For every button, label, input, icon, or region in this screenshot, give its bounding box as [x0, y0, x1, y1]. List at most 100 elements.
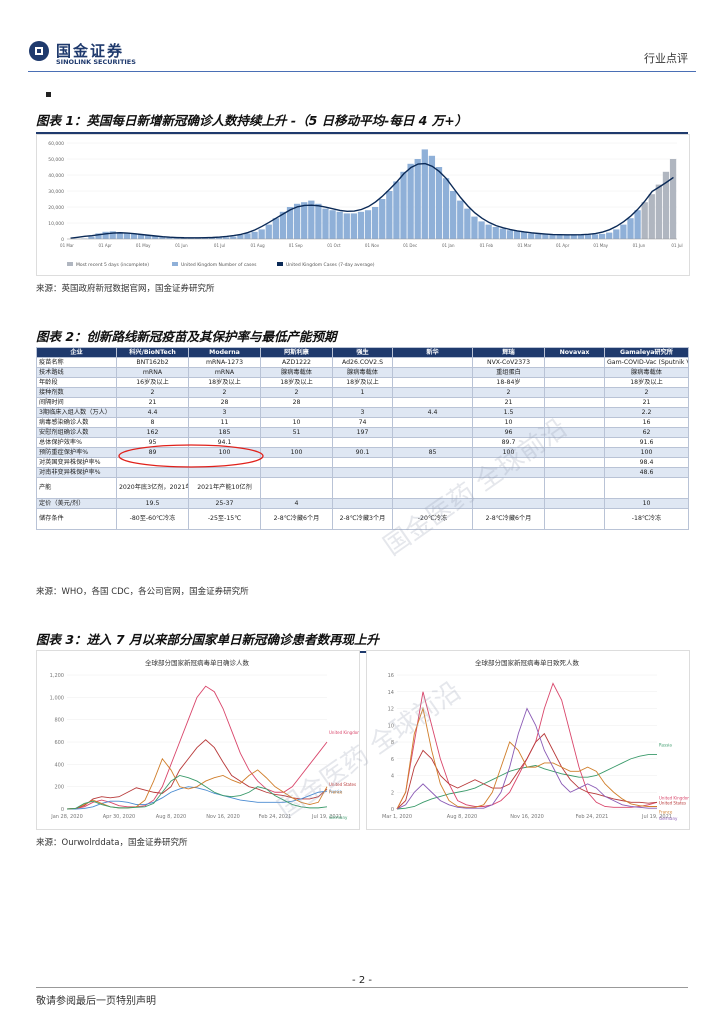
- table-cell: 2: [472, 387, 545, 398]
- figure-3-title: 图表 3：进入 7 月以来部分国家单日新冠确诊患者数再现上升: [36, 629, 688, 653]
- case-bar: [662, 171, 670, 239]
- table-cell: [544, 467, 605, 478]
- table-cell: [392, 457, 473, 468]
- y-tick-label: 1,000: [50, 695, 64, 701]
- daily-cases-line-chart: 全球部分国家新冠病毒单日确诊人数1,2001,0008006004002000J…: [50, 658, 362, 820]
- table-cell: [544, 397, 605, 408]
- case-bar: [627, 218, 634, 239]
- column-header: 辉瑞: [472, 347, 545, 358]
- row-label: 疫苗名称: [36, 357, 117, 368]
- header-divider: [28, 71, 696, 72]
- case-bar: [301, 202, 308, 239]
- table-cell: 1: [332, 387, 393, 398]
- y-tick-label: 50,000: [48, 157, 64, 163]
- x-tick-label: Mar 1, 2020: [382, 814, 412, 820]
- table-row: 接种剂数 2 2 2 1 2 2: [36, 387, 689, 398]
- x-tick-label: 01 Jul: [214, 243, 225, 248]
- table-row: 年龄段 16岁及以上 18岁及以上 18岁及以上 18岁及以上 18-84岁 18岁及以上: [36, 377, 689, 388]
- row-label: 储存条件: [36, 508, 117, 530]
- case-bar: [655, 184, 663, 239]
- y-tick-label: 600: [54, 740, 64, 746]
- column-header: Novavax: [544, 347, 605, 358]
- figure-3-right-chart: 全球部分国家新冠病毒单日致死人数 16 14 12 10 8 6 4 2 0 Mar 1, 2020…: [366, 650, 691, 830]
- table-cell: [260, 477, 333, 499]
- case-bar: [528, 233, 535, 239]
- case-bar: [542, 234, 549, 239]
- case-bar: [457, 200, 464, 239]
- table-cell: 2: [604, 387, 689, 398]
- series-label: Russia: [659, 743, 672, 748]
- series-line: [396, 754, 657, 810]
- column-header: 强生: [332, 347, 393, 358]
- case-bar: [215, 237, 223, 239]
- case-bar: [95, 233, 102, 239]
- table-row: 定价（美元/剂） 19.5 25-37 4 10: [36, 498, 689, 509]
- series-label: Germany: [659, 816, 678, 821]
- table-cell: [604, 477, 689, 499]
- table-cell: 2-8℃冷藏6个月: [472, 508, 545, 530]
- table-cell: [332, 467, 393, 478]
- table-cell: [392, 437, 473, 448]
- x-tick-label: Jul 19, 2021: [311, 814, 342, 820]
- case-bar: [414, 159, 421, 239]
- table-cell: 1.5: [472, 407, 545, 418]
- y-tick-label: 20,000: [48, 205, 64, 211]
- vaccine-table-wrapper: 企业 科兴/BioNTech Moderna 阿斯利康 强生 新华 辉瑞 Novavax Gam…: [36, 347, 689, 562]
- table-cell: 100: [604, 447, 689, 458]
- y-tick-label: 12: [388, 707, 394, 713]
- row-label: 定价（美元/剂）: [36, 498, 117, 509]
- table-cell: NVX-CoV2373: [472, 357, 545, 368]
- table-cell: 2: [260, 387, 333, 398]
- case-bar: [478, 221, 485, 239]
- x-tick-label: 01 Feb: [480, 243, 494, 248]
- table-cell: [260, 407, 333, 418]
- y-tick-label: 400: [54, 762, 64, 768]
- highlight-circle: [118, 444, 264, 468]
- table-cell: 16: [604, 417, 689, 428]
- seven-day-average-line: [70, 162, 674, 239]
- x-tick-label: 01 Jan: [442, 243, 455, 248]
- vaccine-comparison-table: 企业 科兴/BioNTech Moderna 阿斯利康 强生 新华 辉瑞 Novavax Gam…: [36, 347, 689, 530]
- case-bar: [208, 237, 216, 239]
- case-bar: [513, 231, 521, 239]
- table-cell: 28: [188, 397, 261, 408]
- table-cell: 2020年底3亿剂，2021年产能13亿剂: [116, 477, 189, 499]
- case-bar: [591, 234, 599, 239]
- table-cell: 18-84岁: [472, 377, 545, 388]
- figure-2-source: 来源：WHO，各国 CDC，各公司官网，国金证券研究所: [36, 587, 249, 597]
- legend-label: Most recent 5 days (incomplete): [76, 262, 149, 268]
- y-tick-label: 40,000: [48, 173, 64, 179]
- x-tick-label: 01 Jun: [633, 243, 646, 248]
- case-bar: [520, 231, 528, 239]
- y-tick-label: 6: [391, 757, 394, 763]
- table-cell: AZD1222: [260, 357, 333, 368]
- footer-divider: [36, 987, 688, 988]
- case-bar: [350, 213, 358, 239]
- chart-title: 全球部分国家新冠病毒单日致死人数: [475, 658, 580, 667]
- table-header-row: 企业 科兴/BioNTech Moderna 阿斯利康 强生 新华 辉瑞 Novavax Gam…: [36, 347, 689, 358]
- table-row: 疫苗名称 BNT162b2 mRNA-1273 AZD1222 Ad26.COV2.S N…: [36, 357, 689, 368]
- case-bar: [620, 224, 627, 239]
- case-bar: [329, 210, 336, 239]
- table-cell: 18岁及以上: [604, 377, 689, 388]
- table-cell: 98.4: [604, 457, 689, 468]
- case-bar: [230, 236, 237, 239]
- table-cell: Gam-COVID-Vac (Sputnik V): [604, 357, 689, 368]
- series-line: [66, 775, 328, 810]
- x-tick-label: 01 Jul: [671, 243, 682, 248]
- case-bar: [450, 191, 457, 239]
- table-cell: [392, 377, 473, 388]
- table-row: 病毒感染确诊人数 8 11 10 74 10 16: [36, 417, 689, 428]
- series-label: United States: [329, 782, 356, 787]
- column-header: 科兴/BioNTech: [116, 347, 189, 358]
- x-tick-label: 01 Mar: [518, 243, 532, 248]
- table-cell: 腺病毒载体: [332, 367, 393, 378]
- case-bar: [109, 231, 116, 239]
- table-cell: 2.2: [604, 407, 689, 418]
- case-bar: [485, 224, 492, 239]
- case-bar: [499, 228, 506, 239]
- figure-1-chart: 60,000 50,000 40,000 30,000 20,000 10,000 0 01 …: [36, 134, 690, 276]
- case-bar: [669, 159, 677, 239]
- x-tick-label: 01 Nov: [365, 243, 380, 248]
- case-bar: [88, 236, 95, 239]
